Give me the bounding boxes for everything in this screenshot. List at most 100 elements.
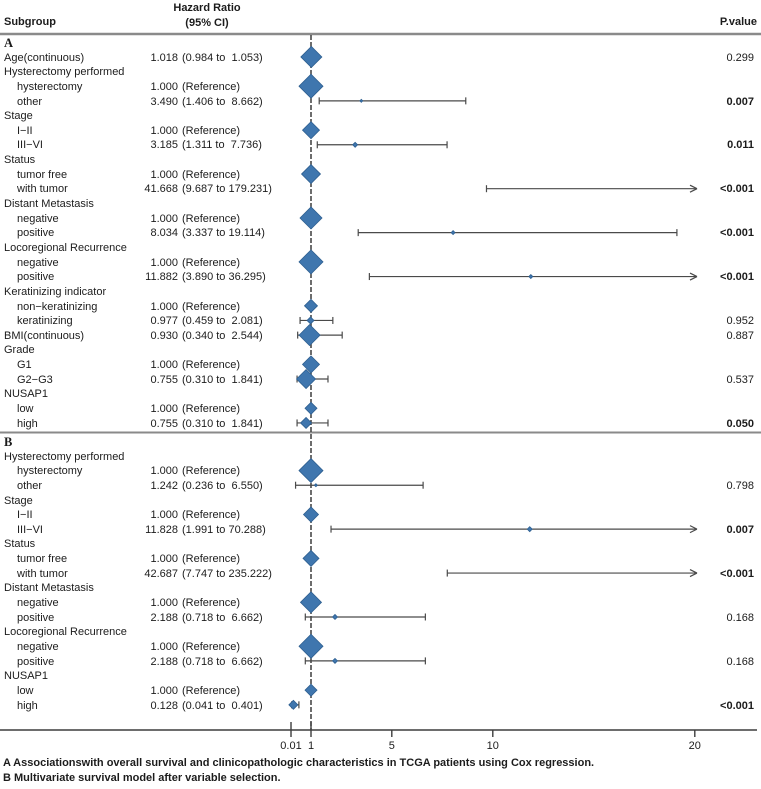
p-value-text: 0.050 [726, 417, 754, 430]
axis-tick-label: 5 [388, 740, 395, 752]
hr-ci-text: 11.882 (3.890 to 36.295) [120, 270, 320, 285]
estimate-diamond-marker [304, 401, 318, 415]
hr-estimate-number: 1.242 [150, 479, 178, 492]
p-value-text: 0.952 [726, 315, 754, 328]
estimate-diamond-marker [300, 163, 322, 185]
estimate-dot-marker [450, 230, 456, 236]
subgroup-label: negative [17, 640, 59, 653]
column-header-subgroup: Subgroup [4, 16, 56, 28]
hr-ci-text: 1.000 (Reference) [120, 300, 320, 315]
subgroup-label: tumor free [17, 168, 68, 181]
p-value-text: 0.299 [726, 51, 754, 64]
estimate-diamond-marker [299, 591, 323, 614]
hr-ci-text: 1.000 (Reference) [120, 80, 320, 95]
subgroup-label: hysterectomy [17, 80, 83, 93]
hr-ci-text: 0.755 (0.310 to 1.841) [120, 373, 320, 388]
p-value-text: <0.001 [720, 271, 754, 284]
subgroup-label: keratinizing [17, 315, 73, 328]
hr-ci-range: (0.310 to 1.841) [182, 417, 263, 430]
p-value-text: 0.168 [726, 655, 754, 668]
axis-tick-label: 0.01 [280, 740, 302, 752]
estimate-diamond-marker [298, 458, 324, 484]
hr-ci-range: (Reference) [182, 80, 241, 93]
hr-estimate-number: 1.000 [150, 359, 178, 372]
hr-ci-range: (Reference) [182, 403, 241, 415]
subgroup-label: Distant Metastasis [4, 198, 94, 211]
section-label: A [4, 36, 14, 50]
hr-ci-range: (Reference) [182, 256, 241, 269]
hr-ci-text: 2.188 (0.718 to 6.662) [120, 655, 320, 670]
hr-ci-range: (9.687 to 179.231) [182, 183, 272, 196]
hr-ci-range: (3.337 to 19.114) [182, 227, 265, 240]
subgroup-label: with tumor [17, 567, 68, 580]
hr-ci-range: (0.984 to 1.053) [182, 51, 263, 64]
hr-estimate-number: 1.000 [150, 256, 178, 269]
hr-estimate-number: 0.755 [150, 417, 178, 430]
subgroup-label: I−II [17, 124, 33, 137]
subgroup-label: other [17, 479, 43, 492]
ci-arrowhead [689, 569, 698, 574]
hr-ci-range: (Reference) [182, 300, 241, 313]
subgroup-label: Locoregional Recurrence [4, 241, 127, 254]
hr-estimate-number: 11.828 [145, 523, 178, 536]
estimate-diamond-marker [300, 45, 323, 69]
estimate-diamond-marker [288, 699, 299, 710]
hr-ci-range: (Reference) [182, 124, 241, 137]
estimate-diamond-marker [298, 73, 324, 99]
ci-arrowhead [689, 276, 698, 281]
hr-estimate-number: 1.000 [150, 168, 178, 181]
hr-ci-text: 41.668 (9.687 to 179.231) [120, 182, 320, 197]
p-value-text: 0.011 [727, 139, 754, 152]
estimate-diamond-marker [301, 121, 321, 140]
hr-ci-range: (0.718 to 6.662) [182, 611, 263, 624]
hr-estimate-number: 0.128 [150, 699, 178, 712]
subgroup-label: III−VI [17, 523, 43, 536]
hr-ci-text: 1.000 (Reference) [120, 684, 320, 699]
axis-tick-label: 20 [688, 740, 701, 752]
p-value-text: 0.007 [726, 523, 754, 536]
hr-ci-range: (Reference) [182, 509, 241, 522]
hr-ci-text: 1.000 (Reference) [120, 212, 320, 227]
hr-estimate-number: 1.000 [150, 509, 178, 522]
subgroup-label: high [17, 417, 38, 430]
subgroup-label: positive [17, 271, 55, 284]
hr-estimate-number: 1.000 [150, 465, 178, 478]
p-value-text: <0.001 [720, 699, 754, 712]
caption-b: B Multivariate survival model after vari… [3, 772, 281, 784]
ci-arrowhead [689, 188, 698, 193]
estimate-diamond-marker [295, 368, 317, 390]
hr-estimate-number: 3.490 [150, 95, 178, 108]
estimate-diamond-marker [302, 506, 320, 523]
hr-estimate-number: 1.000 [150, 300, 178, 313]
subgroup-label: Stage [4, 110, 33, 123]
hr-ci-text: 1.000 (Reference) [120, 358, 320, 373]
hr-ci-text: 0.930 (0.340 to 2.544) [120, 329, 320, 344]
hr-estimate-number: 1.000 [150, 597, 178, 610]
subgroup-label: Hysterectomy performed [4, 66, 125, 79]
subgroup-label: positive [17, 655, 55, 668]
hr-ci-text: 1.000 (Reference) [120, 256, 320, 271]
hr-ci-range: (Reference) [182, 168, 241, 181]
hr-ci-range: (Reference) [182, 212, 241, 225]
p-value-text: 0.007 [726, 95, 754, 108]
estimate-dot-marker [313, 483, 318, 488]
subgroup-label: tumor free [17, 553, 68, 566]
subgroup-label: G1 [17, 359, 32, 372]
hr-ci-range: (Reference) [182, 465, 241, 478]
hr-ci-range: (7.747 to 235.222) [182, 567, 272, 580]
subgroup-label: other [17, 95, 43, 108]
hr-estimate-number: 1.000 [150, 212, 178, 225]
hr-estimate-number: 0.755 [150, 373, 178, 386]
estimate-diamond-marker [303, 298, 319, 313]
hr-ci-text: 1.242 (0.236 to 6.550) [120, 479, 320, 494]
subgroup-label: Stage [4, 494, 33, 507]
hr-ci-text: 1.000 (Reference) [120, 168, 320, 183]
hr-estimate-number: 2.188 [150, 611, 178, 624]
ci-arrowhead [689, 528, 698, 534]
hr-ci-text: 1.000 (Reference) [120, 464, 320, 479]
hr-ci-text: 1.000 (Reference) [120, 596, 320, 611]
column-header-hazard-ratio: Hazard Ratio [173, 2, 241, 14]
subgroup-label: negative [17, 212, 59, 225]
p-value-text: 0.537 [726, 373, 754, 386]
